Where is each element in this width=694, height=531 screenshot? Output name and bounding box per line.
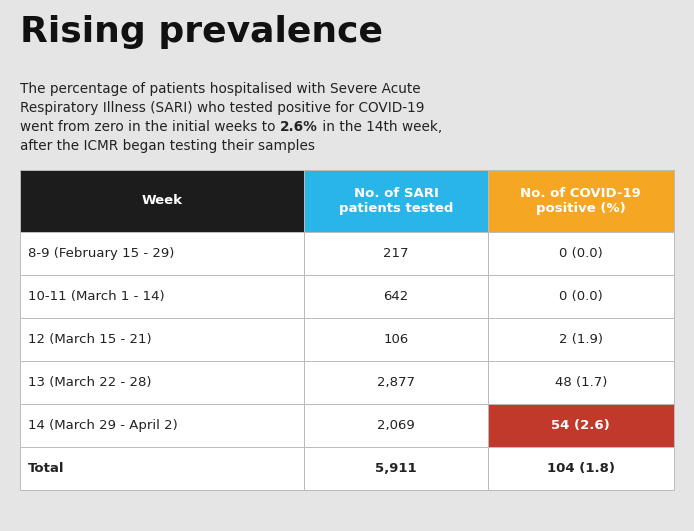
Text: after the ICMR began testing their samples: after the ICMR began testing their sampl…: [20, 139, 315, 153]
Text: 0 (0.0): 0 (0.0): [559, 290, 602, 303]
Bar: [305, 232, 488, 275]
Text: No. of COVID-19
positive (%): No. of COVID-19 positive (%): [520, 187, 641, 215]
Bar: [305, 447, 488, 490]
Text: 104 (1.8): 104 (1.8): [547, 462, 615, 475]
Bar: [488, 170, 674, 232]
Text: 2,877: 2,877: [377, 376, 415, 389]
Bar: [20, 447, 305, 490]
Bar: [305, 404, 488, 447]
Text: 106: 106: [383, 333, 409, 346]
Text: No. of SARI
patients tested: No. of SARI patients tested: [339, 187, 453, 215]
Text: Total: Total: [28, 462, 65, 475]
Text: 642: 642: [383, 290, 409, 303]
Bar: [305, 361, 488, 404]
Bar: [488, 318, 674, 361]
Bar: [305, 318, 488, 361]
Bar: [488, 404, 674, 447]
Text: 14 (March 29 - April 2): 14 (March 29 - April 2): [28, 419, 178, 432]
Text: 2,069: 2,069: [377, 419, 415, 432]
Text: went from zero in the initial weeks to: went from zero in the initial weeks to: [20, 120, 280, 134]
Bar: [305, 275, 488, 318]
Text: 2.6%: 2.6%: [280, 120, 318, 134]
Bar: [305, 170, 488, 232]
Bar: [20, 361, 305, 404]
Bar: [20, 318, 305, 361]
Bar: [20, 275, 305, 318]
Text: in the 14th week,: in the 14th week,: [318, 120, 442, 134]
Bar: [20, 404, 305, 447]
Bar: [488, 447, 674, 490]
Text: Rising prevalence: Rising prevalence: [20, 15, 383, 49]
Bar: [488, 361, 674, 404]
Text: 13 (March 22 - 28): 13 (March 22 - 28): [28, 376, 151, 389]
Bar: [20, 170, 305, 232]
Text: 10-11 (March 1 - 14): 10-11 (March 1 - 14): [28, 290, 164, 303]
Text: 48 (1.7): 48 (1.7): [555, 376, 607, 389]
Text: 54 (2.6): 54 (2.6): [552, 419, 610, 432]
Text: 2 (1.9): 2 (1.9): [559, 333, 603, 346]
Bar: [488, 275, 674, 318]
Text: 8-9 (February 15 - 29): 8-9 (February 15 - 29): [28, 247, 174, 260]
Text: The percentage of patients hospitalised with Severe Acute: The percentage of patients hospitalised …: [20, 82, 421, 96]
Text: Week: Week: [142, 194, 183, 208]
Text: 5,911: 5,911: [375, 462, 417, 475]
Bar: [20, 232, 305, 275]
Text: 217: 217: [383, 247, 409, 260]
Bar: [488, 232, 674, 275]
Text: 0 (0.0): 0 (0.0): [559, 247, 602, 260]
Text: Respiratory Illness (SARI) who tested positive for COVID-19: Respiratory Illness (SARI) who tested po…: [20, 101, 425, 115]
Text: 12 (March 15 - 21): 12 (March 15 - 21): [28, 333, 151, 346]
